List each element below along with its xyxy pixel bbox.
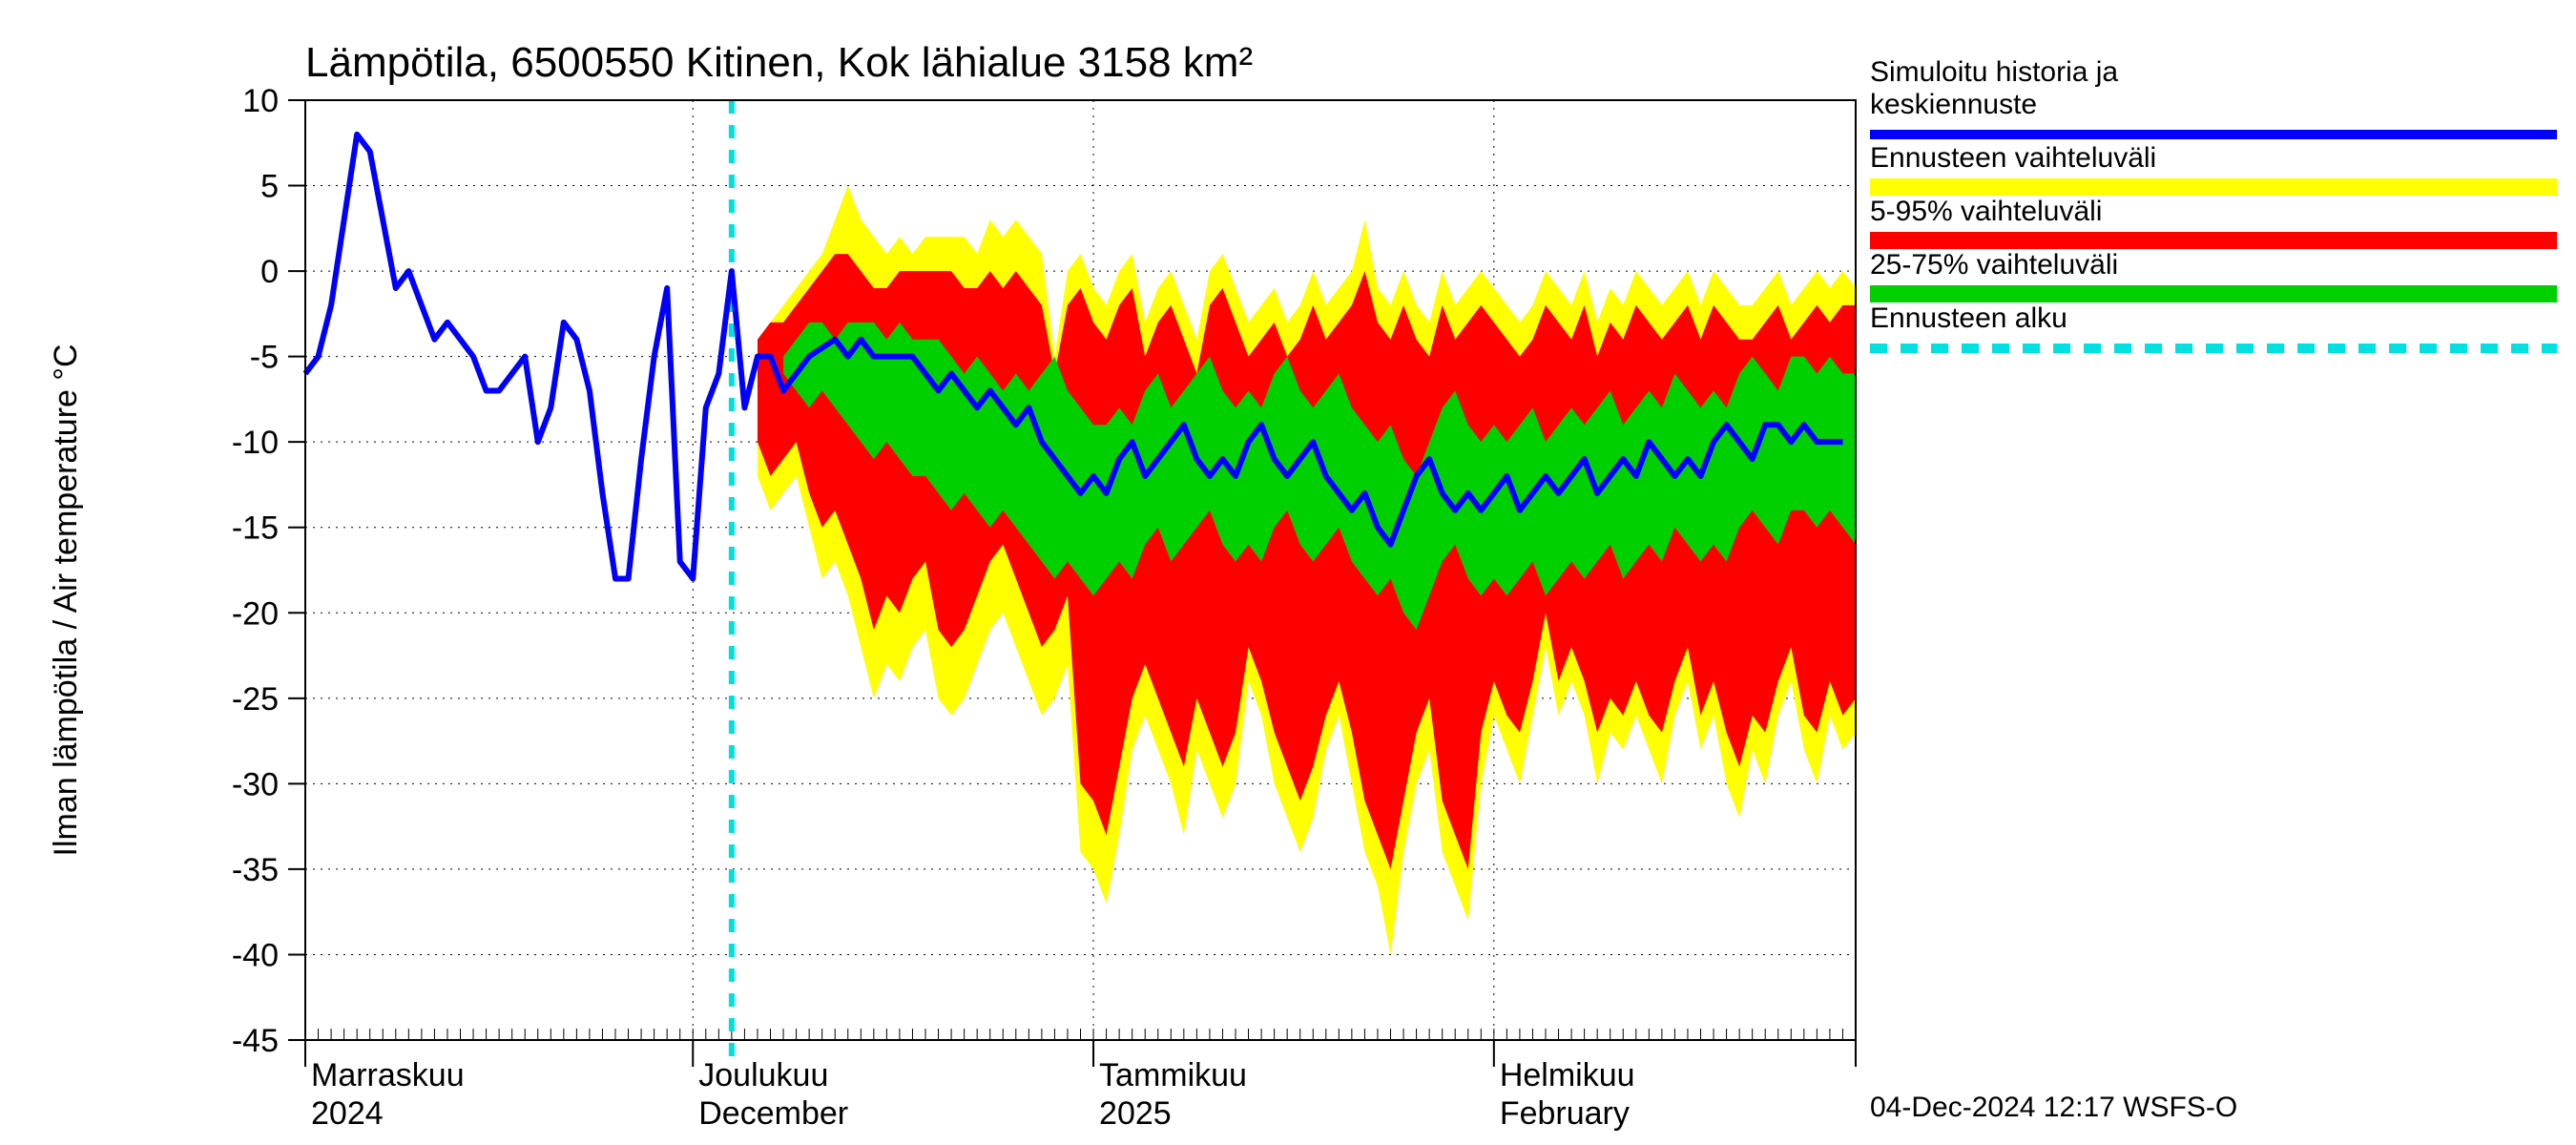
x-month-label: Tammikuu — [1099, 1057, 1247, 1093]
legend-label: Ennusteen alku — [1870, 302, 2067, 334]
x-month-label2: 2024 — [311, 1095, 384, 1132]
legend-swatch-band — [1870, 232, 2557, 249]
ytick-label: -10 — [232, 425, 279, 461]
ytick-label: -30 — [232, 766, 279, 802]
legend-swatch-band — [1870, 285, 2557, 302]
legend-label: 25-75% vaihteluväli — [1870, 249, 2118, 281]
x-month-label: Helmikuu — [1500, 1057, 1635, 1093]
chart-svg: -45-40-35-30-25-20-15-10-50510Marraskuu2… — [0, 0, 2576, 1145]
legend-label: Ennusteen vaihteluväli — [1870, 142, 2156, 174]
ytick-label: 10 — [242, 83, 279, 119]
x-month-label: Joulukuu — [698, 1057, 828, 1093]
x-month-label: Marraskuu — [311, 1057, 465, 1093]
ytick-label: -35 — [232, 852, 279, 888]
x-month-label2: 2025 — [1099, 1095, 1172, 1132]
ytick-label: -40 — [232, 937, 279, 973]
x-month-label2: December — [698, 1095, 848, 1132]
chart-title: Lämpötila, 6500550 Kitinen, Kok lähialue… — [305, 39, 1253, 86]
legend-label: 5-95% vaihteluväli — [1870, 196, 2102, 227]
ytick-label: -20 — [232, 595, 279, 632]
chart-container: -45-40-35-30-25-20-15-10-50510Marraskuu2… — [0, 0, 2576, 1145]
ytick-label: -5 — [250, 340, 279, 376]
legend-label: Simuloitu historia ja — [1870, 56, 2118, 88]
y-axis-label: Ilman lämpötila / Air temperature °C — [48, 344, 84, 856]
legend-label: keskiennuste — [1870, 89, 2037, 120]
ytick-label: -25 — [232, 681, 279, 718]
ytick-label: -15 — [232, 510, 279, 547]
ytick-label: -45 — [232, 1023, 279, 1059]
x-month-label2: February — [1500, 1095, 1630, 1132]
ytick-label: 0 — [260, 254, 279, 290]
footer-timestamp: 04-Dec-2024 12:17 WSFS-O — [1870, 1092, 2237, 1123]
ytick-label: 5 — [260, 169, 279, 205]
legend-swatch-band — [1870, 178, 2557, 196]
